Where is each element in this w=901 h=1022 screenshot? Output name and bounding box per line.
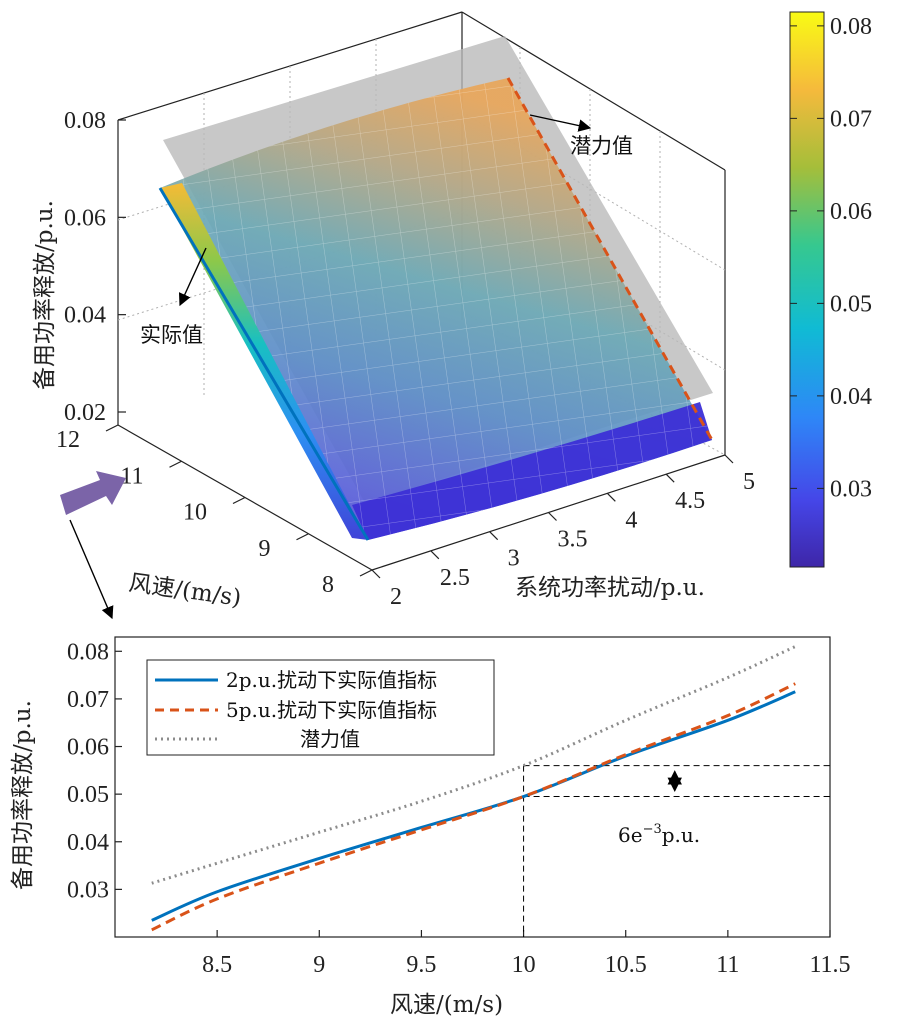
colorbar-tick-label: 0.08 (830, 14, 872, 40)
x-tick-label: 10.5 (605, 952, 647, 978)
x-axis-ticks: 8.5 9 9.5 10 10.5 11 11.5 (202, 930, 851, 978)
y-tick-label: 0.03 (67, 877, 109, 903)
z-tick-label-3d: 0.02 (64, 400, 106, 426)
x-tick-label: 11 (716, 952, 739, 978)
annotation-potential: 潜力值 (570, 134, 633, 158)
colorbar-tick-label: 0.05 (830, 291, 872, 317)
wind-axis-ticks-3d: 8 9 10 11 12 (56, 424, 373, 598)
potential-arrow (529, 114, 592, 132)
disturbance-tick-label-3d: 2 (390, 584, 402, 610)
annotation-actual: 实际值 (140, 323, 203, 347)
wind-tick-mark-3d (105, 424, 119, 432)
wind-tick-label-3d: 11 (120, 463, 143, 489)
disturbance-tick-label-3d: 2.5 (440, 565, 470, 591)
wind-tick-mark-3d (232, 496, 246, 505)
disturbance-tick-mark-3d (430, 550, 440, 560)
wind-tick-label-3d: 10 (183, 500, 207, 526)
colorbar-tick-label: 0.07 (830, 106, 872, 132)
wind-tick-label-3d: 9 (259, 536, 271, 562)
difference-guides (523, 765, 830, 937)
line-chart: 8.5 9 9.5 10 10.5 11 11.5 0.03 0.04 0.05 0.06 0.07… (10, 636, 851, 1018)
purple-arrow (60, 471, 126, 515)
disturbance-tick-mark-3d (548, 512, 557, 521)
legend: 2p.u.扰动下实际值指标 5p.u.扰动下实际值指标 潜力值 (146, 659, 495, 756)
legend-label-5pu: 5p.u.扰动下实际值指标 (226, 698, 437, 722)
y-axis-label: 备用功率释放/p.u. (10, 700, 36, 890)
x-tick-label: 10 (512, 952, 536, 978)
z-tick-label-3d: 0.04 (64, 303, 106, 329)
wind-axis-label-3d: 风速/(m/s) (127, 570, 243, 611)
x-tick-label: 11.5 (809, 952, 850, 978)
colorbar-tick-label: 0.04 (830, 384, 872, 410)
disturbance-tick-mark-3d (371, 569, 381, 579)
legend-label-potential: 潜力值 (300, 727, 360, 751)
plot-area (114, 636, 831, 938)
z-axis-label-3d: 备用功率释放/p.u. (32, 200, 58, 390)
connector-arrow (69, 519, 114, 620)
z-axis-ticks-3d: 0.02 0.04 0.06 0.08 (64, 108, 126, 426)
legend-label-2pu: 2p.u.扰动下实际值指标 (226, 668, 437, 692)
series-lines (151, 645, 796, 932)
y-tick-label: 0.07 (67, 687, 109, 713)
wind-tick-label-3d: 8 (322, 572, 334, 598)
y-tick-label: 0.04 (67, 830, 109, 856)
series-line-1 (151, 682, 796, 932)
edge-line-2pu (158, 187, 370, 541)
z-tick-label-3d: 0.06 (64, 205, 106, 231)
x-tick-label: 9.5 (406, 952, 436, 978)
wind-tick-label-3d: 12 (56, 427, 80, 453)
y-tick-label: 0.08 (67, 639, 109, 665)
wind-tick-mark-3d (169, 460, 182, 468)
wind-tick-mark-3d (296, 533, 309, 541)
disturbance-tick-label-3d: 4.5 (675, 488, 705, 514)
disturbance-tick-label-3d: 4 (625, 507, 637, 533)
disturbance-tick-mark-3d (724, 454, 734, 464)
disturbance-tick-label-3d: 3.5 (558, 527, 588, 553)
difference-annotation: 6e−3p.u. (618, 822, 700, 847)
y-tick-label: 0.06 (67, 735, 109, 761)
colorbar-ticks: 0.03 0.04 0.05 0.06 0.07 0.08 (790, 14, 872, 502)
disturbance-axis-ticks-3d: 2 2.5 3 3.5 4 4.5 5 (371, 454, 755, 610)
disturbance-tick-mark-3d (606, 492, 616, 502)
disturbance-tick-mark-3d (665, 473, 675, 483)
x-axis-label: 风速/(m/s) (390, 992, 503, 1018)
disturbance-tick-label-3d: 5 (743, 469, 755, 495)
disturbance-axis-label-3d: 系统功率扰动/p.u. (515, 575, 705, 601)
actual-arrow (178, 247, 207, 307)
disturbance-tick-label-3d: 3 (508, 546, 520, 572)
edge-line-5pu (506, 77, 714, 441)
colorbar-tick-label: 0.06 (830, 199, 872, 225)
disturbance-tick-mark-3d (489, 531, 499, 541)
x-tick-label: 9 (313, 952, 325, 978)
colorbar: 0.03 0.04 0.05 0.06 0.07 0.08 (789, 11, 872, 568)
actual-surface (158, 77, 714, 541)
x-tick-label: 8.5 (202, 952, 232, 978)
y-axis-ticks: 0.03 0.04 0.05 0.06 0.07 0.08 (67, 639, 122, 903)
wind-tick-mark-3d (359, 569, 373, 577)
y-tick-label: 0.05 (67, 782, 109, 808)
colorbar-tick-label: 0.03 (830, 476, 872, 502)
z-tick-label-3d: 0.08 (64, 108, 106, 134)
series-line-2 (151, 645, 796, 885)
